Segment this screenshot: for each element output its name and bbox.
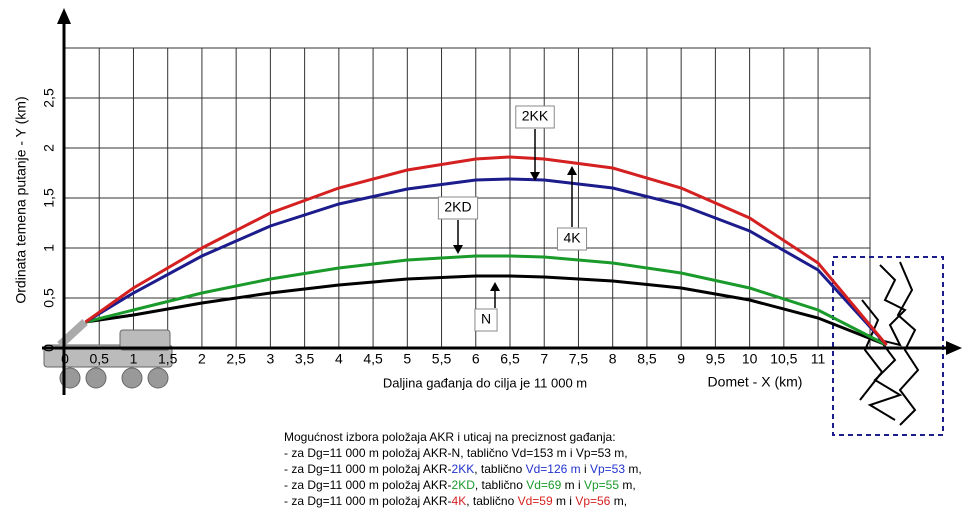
x-tick-label: 10,5 <box>770 351 797 367</box>
caption-line: - za Dg=11 000 m položaj AKR-4K, tabličn… <box>284 494 627 508</box>
x-tick-label: 5,5 <box>432 351 452 367</box>
caption-segment: - za Dg=11 000 m položaj AKR- <box>284 494 452 508</box>
x-axis-title: Domet - X (km) <box>708 374 803 390</box>
x-tick-label: 3,5 <box>295 351 315 367</box>
caption-segment: m i <box>553 494 576 508</box>
y-tick-label: 0,5 <box>41 288 57 308</box>
x-tick-label: 2,5 <box>226 351 246 367</box>
series-label: 4K <box>563 230 581 246</box>
caption-segment: 4K <box>452 494 467 508</box>
caption-segment: Vd=69 <box>526 478 561 492</box>
caption-segment: Vd=126 m <box>526 462 581 476</box>
y-tick-label: 2 <box>41 144 57 152</box>
caption-segment: , tablično <box>475 478 526 492</box>
x-tick-label: 4 <box>335 351 343 367</box>
x-tick-label: 1,5 <box>158 351 178 367</box>
caption-segment: i <box>581 462 590 476</box>
caption-line: - za Dg=11 000 m položaj AKR-2KK, tablič… <box>284 462 642 476</box>
x-tick-label: 5 <box>403 351 411 367</box>
y-axis-arrow <box>57 8 71 24</box>
caption-segment: m i <box>561 478 584 492</box>
x-tick-label: 9,5 <box>706 351 726 367</box>
series-line <box>85 274 888 347</box>
caption-line: - za Dg=11 000 m položaj AKR-2KD, tablič… <box>284 478 636 492</box>
callout-box <box>556 227 588 251</box>
callout-arrow <box>453 245 463 254</box>
x-tick-label: 8 <box>609 351 617 367</box>
caption-segment: , tablično <box>474 462 525 476</box>
callout-box <box>515 105 555 129</box>
x-tick-label: 10 <box>742 351 758 367</box>
series-line <box>85 254 888 347</box>
target <box>832 256 944 436</box>
x-tick-label: 0 <box>61 351 69 367</box>
callout-box <box>437 196 479 220</box>
caption-segment: m, <box>625 462 642 476</box>
y-tick-label: 1 <box>41 244 57 252</box>
y-tick-label: 2,5 <box>41 88 57 108</box>
series-label: N <box>481 311 491 327</box>
series-label: 2KK <box>522 108 549 124</box>
x-tick-label: 8,5 <box>637 351 657 367</box>
x-tick-label: 7 <box>540 351 548 367</box>
caption-segment: 2KK <box>452 462 475 476</box>
callout-arrow <box>530 172 540 181</box>
x-tick-label: 11 <box>811 351 826 367</box>
x-tick-label: 1 <box>130 351 138 367</box>
series-line <box>84 155 888 346</box>
caption-segment: , tablično <box>466 494 517 508</box>
caption-segment: Vp=56 <box>575 494 610 508</box>
y-tick-label: 1,5 <box>41 188 57 208</box>
x-tick-label: 9 <box>677 351 685 367</box>
caption-segment: - za Dg=11 000 m položaj AKR-N, tablično… <box>284 446 628 460</box>
x-tick-label: 0,5 <box>89 351 109 367</box>
caption-segment: 2KD <box>452 478 476 492</box>
caption-line: - za Dg=11 000 m položaj AKR-N, tablično… <box>284 446 628 460</box>
x-tick-label: 3 <box>266 351 274 367</box>
distance-note: Daljina gađanja do cilja je 11 000 m <box>383 375 587 390</box>
series-label: 2KD <box>444 199 471 215</box>
caption-segment: m, <box>619 478 636 492</box>
callout-box <box>474 308 498 332</box>
x-tick-label: 2 <box>198 351 206 367</box>
caption-segment: m, <box>610 494 627 508</box>
caption-segment: Vp=55 <box>584 478 619 492</box>
x-tick-label: 4,5 <box>363 351 383 367</box>
x-tick-label: 6,5 <box>500 351 520 367</box>
x-axis-arrow <box>946 341 962 355</box>
y-axis-title: Ordinata temena putanje - Y (km) <box>13 96 29 303</box>
caption-title: Mogućnost izbora položaja AKR i uticaj n… <box>284 430 616 444</box>
caption-segment: - za Dg=11 000 m položaj AKR- <box>284 462 452 476</box>
y-tick-label: 0 <box>41 344 57 352</box>
callout-arrow <box>567 166 577 175</box>
series-line <box>84 177 888 347</box>
x-tick-label: 6 <box>472 351 480 367</box>
caption-segment: Vp=53 <box>590 462 625 476</box>
x-tick-label: 7,5 <box>569 351 589 367</box>
caption-segment: - za Dg=11 000 m položaj AKR- <box>284 478 452 492</box>
callout-arrow <box>490 282 500 291</box>
caption-segment: Vd=59 <box>518 494 553 508</box>
